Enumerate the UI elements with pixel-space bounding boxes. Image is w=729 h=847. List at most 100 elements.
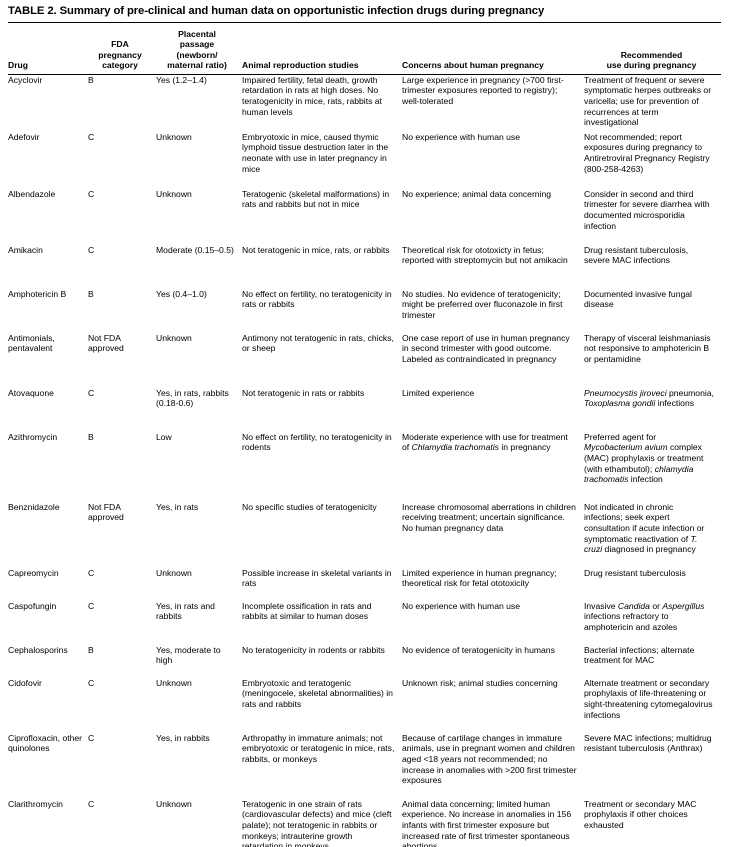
cell-drug: Atovaquone xyxy=(8,387,54,398)
cell-human-concerns: Limited experience xyxy=(402,387,475,398)
cell-drug: Amphotericin B xyxy=(8,288,67,299)
row-spacer-cell xyxy=(8,485,721,502)
cell-placental-passage: Yes (1.2–1.4) xyxy=(156,74,207,85)
row-spacer-cell xyxy=(8,174,721,188)
cell-drug: Azithromycin xyxy=(8,431,58,442)
cell-fda-category: B xyxy=(88,288,94,299)
cell-human-concerns: No experience; animal data concerning xyxy=(402,188,552,199)
cell-recommended-use: Severe MAC infections; multidrug resista… xyxy=(584,732,712,754)
cell-animal-studies: Embryotoxic and teratogenic (meningocele… xyxy=(242,677,393,709)
cell-placental-passage: Low xyxy=(156,431,172,442)
cell-fda-category: C xyxy=(88,600,95,611)
row-spacer xyxy=(8,555,721,568)
text-fragment: infection xyxy=(628,474,663,485)
table-row: Benznidazole Not FDA approved Yes, in rats… xyxy=(8,502,721,555)
cell-drug: Clarithromycin xyxy=(8,798,63,809)
header-line: Placental xyxy=(178,29,216,39)
cell-animal-studies: Arthropathy in immature animals; not emb… xyxy=(242,732,395,764)
cell-animal-studies: Teratogenic in one strain of rats (cardi… xyxy=(242,798,392,847)
cell-recommended-use: Drug resistant tuberculosis, severe MAC … xyxy=(584,244,689,266)
column-header-animal-reproduction-studies: Animal reproduction studies xyxy=(242,60,359,71)
cell-placental-passage: Yes, moderate to high xyxy=(156,644,221,666)
text-fragment: Not indicated in chronic infections; see… xyxy=(584,501,705,544)
cell-animal-studies: Incomplete ossification in rats and rabb… xyxy=(242,600,372,622)
cell-fda-category: C xyxy=(88,567,95,578)
text-fragment: in pregnancy xyxy=(498,442,551,453)
row-spacer-cell xyxy=(8,589,721,601)
cell-human-concerns: Large experience in pregnancy (>700 firs… xyxy=(402,74,564,106)
cell-human-concerns: Limited experience in human pregnancy; t… xyxy=(402,567,557,589)
cell-fda-category: C xyxy=(88,798,95,809)
cell-drug: Acyclovir xyxy=(8,74,43,85)
header-line: maternal ratio) xyxy=(167,60,227,71)
cell-placental-passage: Unknown xyxy=(156,131,192,142)
text-fragment: Preferred agent for xyxy=(584,431,657,442)
table-title: TABLE 2. Summary of pre-clinical and hum… xyxy=(8,5,545,17)
cell-animal-studies: No teratogenicity in rodents or rabbits xyxy=(242,644,385,655)
cell-recommended-use: Drug resistant tuberculosis xyxy=(584,567,686,578)
header-line: FDA xyxy=(111,39,129,50)
header-line: use during pregnancy xyxy=(606,60,697,71)
cell-fda-category: B xyxy=(88,644,94,655)
cell-placental-passage: Yes, in rats xyxy=(156,501,199,512)
cell-animal-studies: No specific studies of teratogenicity xyxy=(242,501,377,512)
header-line: Recommended xyxy=(620,49,683,60)
table-header: Drug FDA pregnancy category Placental pa… xyxy=(8,23,721,74)
text-fragment: or xyxy=(649,600,663,611)
cell-recommended-use: Bacterial infections; alternate treatmen… xyxy=(584,644,695,666)
cell-human-concerns: Animal data concerning; limited human ex… xyxy=(402,798,572,847)
row-spacer xyxy=(8,485,721,502)
cell-recommended-use: Therapy of visceral leishmaniasis not re… xyxy=(584,332,711,364)
cell-drug: Caspofungin xyxy=(8,600,57,611)
species-name: Chlamydia trachomatis xyxy=(411,442,499,453)
table-row: Amphotericin B B Yes (0.4–1.0) No effect on… xyxy=(8,289,721,321)
cell-animal-studies: Antimony not teratogenic in rats, chicks… xyxy=(242,332,394,354)
table-row: Cidofovir C Unknown Embryotoxic and teratog… xyxy=(8,678,721,721)
header-line: (newborn/ xyxy=(176,49,218,60)
cell-recommended-use: Pneumocystis jiroveci pneumonia, Toxopla… xyxy=(584,388,721,409)
column-header-fda-pregnancy-category: FDA pregnancy category xyxy=(88,23,156,74)
cell-human-concerns: One case report of use in human pregnanc… xyxy=(402,332,570,364)
cell-human-concerns: No evidence of teratogenicity in humans xyxy=(402,644,555,655)
text-fragment: infections xyxy=(655,398,695,409)
row-spacer-cell xyxy=(8,633,721,645)
row-spacer-cell xyxy=(8,409,721,432)
cell-fda-category: C xyxy=(88,244,95,255)
cell-recommended-use: Not recommended; report exposures during… xyxy=(584,131,710,174)
cell-animal-studies: Teratogenic (skeletal malformations) in … xyxy=(242,188,390,210)
row-spacer-cell xyxy=(8,321,721,333)
table-body-wrapper: Acyclovir B Yes (1.2–1.4) Impaired fertilit… xyxy=(8,75,721,847)
cell-placental-passage: Unknown xyxy=(156,332,192,343)
cell-placental-passage: Unknown xyxy=(156,567,192,578)
species-name: Toxoplasma gondii xyxy=(584,398,656,409)
cell-drug: Cidofovir xyxy=(8,677,42,688)
cell-fda-category: Not FDA approved xyxy=(88,501,124,523)
cell-placental-passage: Unknown xyxy=(156,188,192,199)
cell-human-concerns: Because of cartilage changes in immature… xyxy=(402,732,577,786)
row-spacer xyxy=(8,174,721,188)
row-spacer-cell xyxy=(8,786,721,799)
title-rule xyxy=(8,22,721,23)
cell-recommended-use: Preferred agent for Mycobacterium avium … xyxy=(584,432,721,485)
cell-drug: Benznidazole xyxy=(8,501,60,512)
cell-human-concerns: Increase chromosomal aberrations in chil… xyxy=(402,501,576,533)
column-header-recommended-use: Recommended use during pregnancy xyxy=(584,23,721,74)
cell-placental-passage: Yes, in rabbits xyxy=(156,732,210,743)
column-header-placental-passage: Placental passage (newborn/ maternal rat… xyxy=(156,23,242,74)
cell-animal-studies: No effect on fertility, no teratogenicit… xyxy=(242,288,392,310)
species-name: Pneumocystis jiroveci xyxy=(584,387,667,398)
cell-recommended-use: Documented invasive fungal disease xyxy=(584,288,692,310)
row-spacer xyxy=(8,786,721,799)
table-row: Capreomycin C Unknown Possible increase in … xyxy=(8,568,721,589)
cell-recommended-use: Not indicated in chronic infections; see… xyxy=(584,502,721,555)
text-fragment: complex (MAC) prophylaxis or treatment (… xyxy=(584,442,704,474)
row-spacer xyxy=(8,321,721,333)
cell-animal-studies: Not teratogenic in rats or rabbits xyxy=(242,387,365,398)
cell-placental-passage: Unknown xyxy=(156,677,192,688)
cell-animal-studies: Embryotoxic in mice, caused thymic lymph… xyxy=(242,131,389,174)
cell-drug: Cephalosporins xyxy=(8,644,68,655)
cell-fda-category: C xyxy=(88,188,95,199)
species-name: chlamydia trachomatis xyxy=(584,463,694,485)
column-header-concerns-human-pregnancy: Concerns about human pregnancy xyxy=(402,60,544,71)
